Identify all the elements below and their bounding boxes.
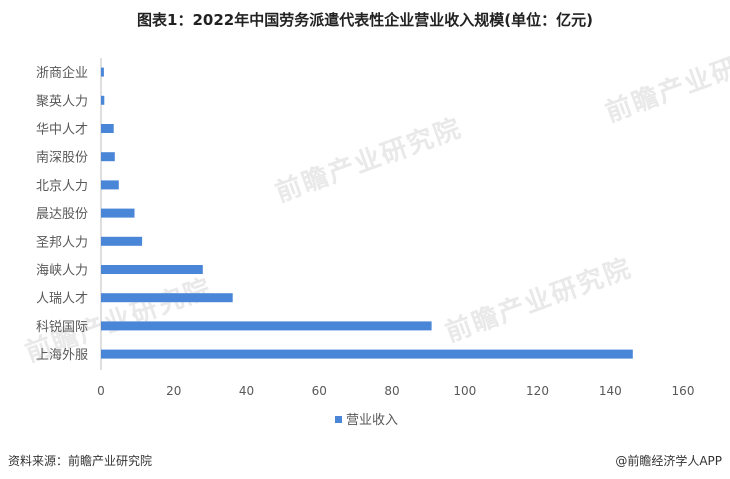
bar — [101, 349, 633, 359]
y-tick-label: 人瑞人才 — [36, 292, 88, 307]
x-tick-label: 20 — [166, 384, 181, 398]
y-tick-label: 科锐国际 — [36, 320, 88, 335]
chart-title: 图表1：2022年中国劳务派遣代表性企业营业收入规模(单位：亿元) — [137, 11, 593, 29]
x-tick-label: 120 — [526, 384, 549, 398]
brand-credit: @前瞻经济学人APP — [615, 454, 722, 468]
y-tick-label: 海峡人力 — [36, 264, 88, 279]
bar — [101, 180, 119, 190]
legend-swatch — [335, 416, 342, 423]
bar — [101, 67, 104, 77]
bar — [101, 321, 432, 331]
bar — [101, 95, 105, 105]
source-note: 资料来源：前瞻产业研究院 — [8, 454, 153, 468]
bar — [101, 152, 115, 162]
bar — [101, 124, 114, 133]
x-tick-label: 140 — [599, 384, 622, 398]
x-tick-label: 60 — [312, 384, 327, 398]
y-tick-label: 圣邦人力 — [36, 235, 88, 250]
legend-label: 营业收入 — [346, 413, 398, 428]
y-tick-label: 北京人力 — [36, 179, 88, 194]
x-tick-label: 40 — [239, 384, 254, 398]
bar — [101, 236, 143, 246]
bar — [101, 265, 203, 274]
y-tick-label: 浙商企业 — [36, 65, 88, 81]
x-tick-label: 100 — [453, 384, 476, 398]
x-tick-label: 80 — [384, 384, 399, 398]
y-tick-label: 晨达股份 — [36, 207, 88, 222]
bar — [101, 293, 233, 303]
x-tick-label: 0 — [97, 384, 105, 398]
y-tick-label: 华中人才 — [36, 123, 88, 138]
bar — [101, 208, 135, 218]
y-tick-label: 南深股份 — [36, 150, 88, 166]
y-tick-label: 上海外服 — [36, 348, 88, 363]
legend: 营业收入 — [335, 413, 398, 428]
y-tick-label: 聚英人力 — [36, 94, 88, 109]
x-tick-label: 160 — [672, 384, 695, 398]
